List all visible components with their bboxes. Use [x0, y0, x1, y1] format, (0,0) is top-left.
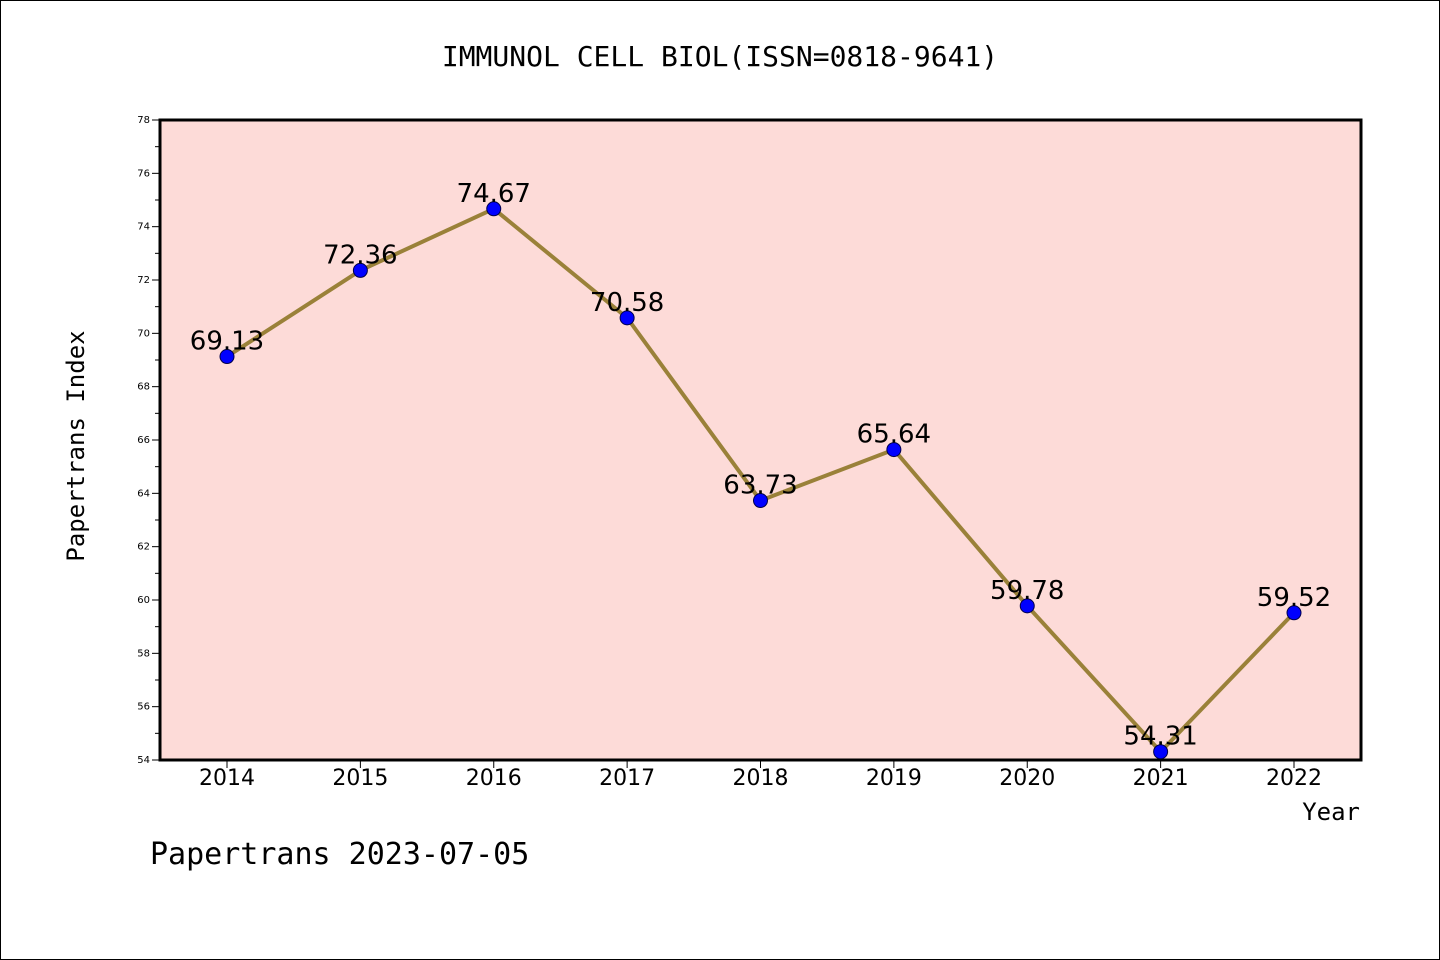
data-label: 70.58	[590, 288, 664, 318]
data-label: 65.64	[857, 420, 931, 450]
data-point	[1286, 605, 1302, 621]
y-tick-label: 64	[137, 488, 150, 499]
y-tick-label: 54	[137, 755, 150, 766]
y-tick-label: 76	[137, 168, 150, 179]
x-tick-label: 2017	[599, 766, 655, 791]
x-tick-label: 2020	[999, 766, 1055, 791]
y-tick-label: 66	[137, 435, 150, 446]
data-label: 72.36	[323, 240, 397, 270]
watermark-text: Papertrans 2023-07-05	[150, 837, 529, 872]
x-tick-label: 2022	[1266, 766, 1322, 791]
x-tick-label: 2014	[199, 766, 255, 791]
y-tick-label: 58	[137, 648, 150, 659]
data-label: 63.73	[723, 471, 797, 501]
x-tick-label: 2015	[332, 766, 388, 791]
x-tick-label: 2018	[733, 766, 789, 791]
data-label: 59.52	[1257, 583, 1331, 613]
y-tick-label: 70	[137, 328, 150, 339]
data-point	[1153, 744, 1169, 760]
y-tick-label: 72	[137, 275, 150, 286]
x-tick-label: 2019	[866, 766, 922, 791]
data-point	[753, 493, 768, 509]
data-label: 74.67	[457, 179, 531, 209]
data-point	[352, 262, 368, 278]
x-tick-label: 2016	[466, 766, 522, 791]
x-axis: 2014 2015 2016 2017 2018 2019 2020 2021 2022	[199, 760, 1322, 791]
data-point	[886, 442, 902, 458]
data-point	[219, 349, 235, 365]
data-label: 69.13	[190, 327, 264, 357]
data-label: 59.78	[990, 576, 1064, 606]
data-point	[486, 201, 502, 217]
data-label: 54.31	[1123, 722, 1197, 752]
y-axis-label: Papertrans Index	[62, 330, 90, 561]
x-axis-label: Year	[1302, 798, 1360, 826]
x-tick-label: 2021	[1133, 766, 1189, 791]
y-tick-label: 74	[137, 222, 150, 233]
data-markers	[219, 201, 1302, 760]
y-tick-label: 78	[137, 115, 150, 126]
y-tick-label: 62	[137, 542, 150, 553]
y-tick-label: 60	[137, 595, 150, 606]
data-point	[619, 310, 635, 326]
chart-title: IMMUNOL CELL BIOL(ISSN=0818-9641)	[442, 40, 998, 73]
data-point	[1019, 598, 1035, 614]
plot-area	[158, 118, 1363, 762]
y-tick-label: 56	[137, 702, 150, 713]
y-axis: 54 56 58 60 62 64 66 68 70 72 74 76 78	[137, 115, 160, 766]
data-labels: 69.13 72.36 74.67 70.58 63.73 65.64 59.78 54.31…	[190, 179, 1331, 752]
y-tick-label: 68	[137, 382, 150, 393]
